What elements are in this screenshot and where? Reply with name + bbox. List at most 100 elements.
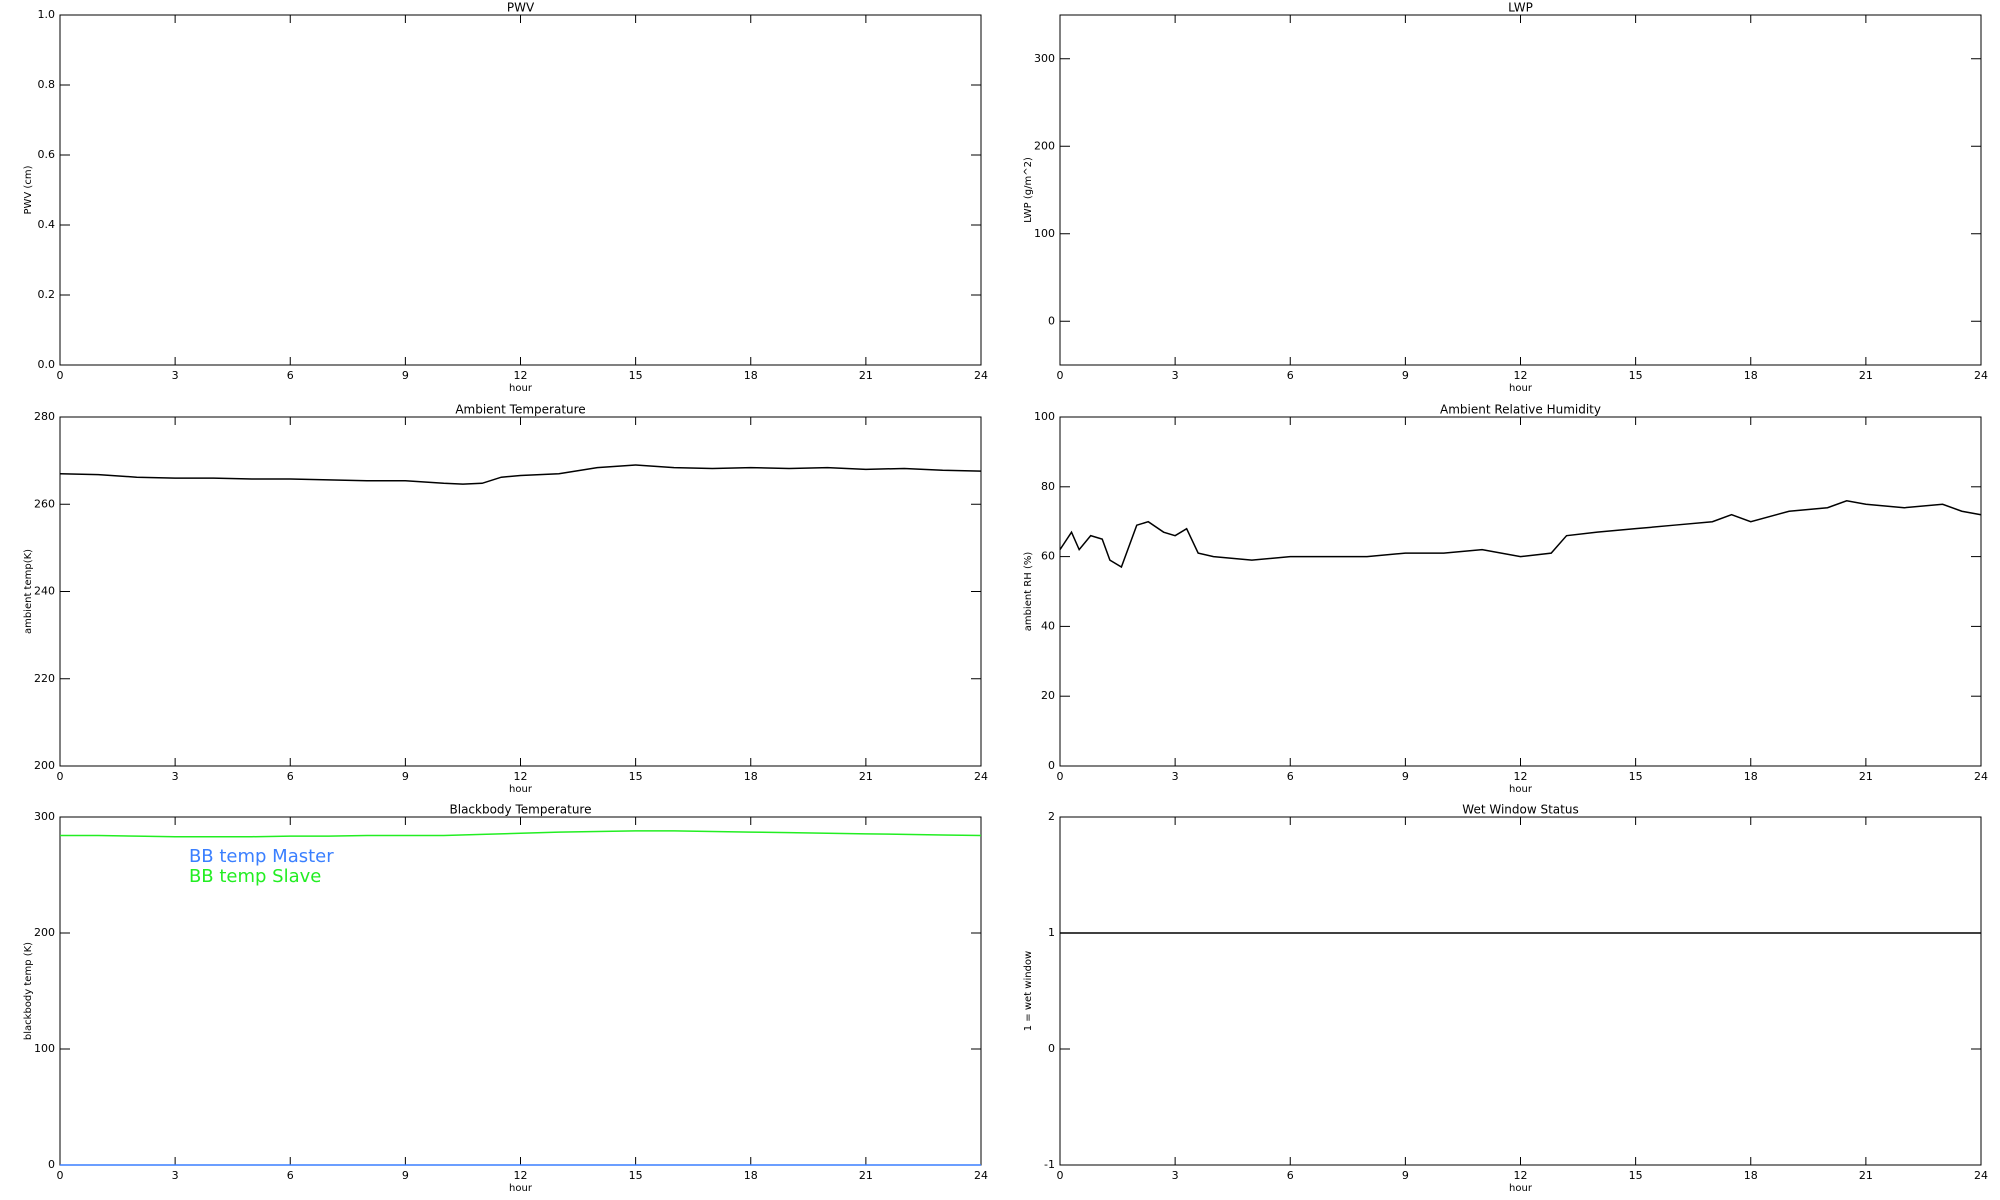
x-tick-label: 3: [1172, 369, 1179, 382]
x-axis-label: hour: [1509, 383, 1533, 394]
x-axis-label: hour: [509, 1183, 533, 1194]
x-tick-label: 12: [514, 369, 528, 382]
x-tick-label: 15: [1629, 770, 1643, 783]
y-tick-label: 40: [1041, 619, 1055, 632]
x-tick-label: 9: [1402, 369, 1409, 382]
chart-title: Ambient Relative Humidity: [1440, 403, 1601, 417]
y-tick-label: 20: [1041, 689, 1055, 702]
chart-title: PWV: [507, 1, 535, 15]
y-tick-label: 280: [34, 410, 55, 423]
x-tick-label: 15: [1629, 1169, 1643, 1182]
x-tick-label: 18: [1744, 770, 1758, 783]
data-line: [59, 464, 982, 485]
x-tick-label: 15: [629, 369, 643, 382]
y-tick-label: 100: [1034, 227, 1055, 240]
x-tick-label: 21: [859, 369, 873, 382]
y-tick-label: 200: [34, 926, 55, 939]
x-tick-label: 0: [1057, 1169, 1064, 1182]
x-tick-label: 6: [287, 770, 294, 783]
x-tick-label: 12: [1514, 770, 1528, 783]
plot-frame: [1059, 416, 1982, 767]
x-axis-label: hour: [1509, 784, 1533, 795]
y-axis-label: LWP (g/m^2): [1023, 157, 1034, 223]
chart-title: Blackbody Temperature: [450, 803, 592, 817]
y-tick-label: 0.0: [38, 358, 56, 371]
x-tick-label: 3: [172, 369, 179, 382]
x-axis-label: hour: [509, 784, 533, 795]
x-tick-label: 6: [1287, 770, 1294, 783]
x-tick-label: 6: [1287, 1169, 1294, 1182]
chart-title: LWP: [1508, 1, 1533, 15]
x-tick-label: 9: [1402, 1169, 1409, 1182]
plot-frame: [1059, 14, 1982, 366]
y-axis-label: ambient temp(K): [23, 549, 34, 634]
x-tick-label: 15: [1629, 369, 1643, 382]
plot-frame: [59, 416, 982, 767]
y-tick-label: 80: [1041, 480, 1055, 493]
plot-frame: [59, 14, 982, 366]
y-tick-label: 0.2: [38, 288, 56, 301]
x-tick-label: 21: [859, 770, 873, 783]
y-tick-label: 260: [34, 497, 55, 510]
x-tick-label: 0: [57, 369, 64, 382]
x-tick-label: 0: [57, 770, 64, 783]
x-tick-label: 12: [1514, 1169, 1528, 1182]
legend-entry: BB temp Slave: [189, 866, 321, 887]
x-tick-label: 21: [1859, 369, 1873, 382]
x-tick-label: 21: [859, 1169, 873, 1182]
y-tick-label: 0.6: [38, 148, 56, 161]
x-tick-label: 21: [1859, 770, 1873, 783]
x-tick-label: 3: [172, 1169, 179, 1182]
y-tick-label: 240: [34, 585, 55, 598]
x-tick-label: 24: [1974, 1169, 1988, 1182]
x-tick-label: 9: [402, 770, 409, 783]
x-tick-label: 15: [629, 1169, 643, 1182]
x-tick-label: 0: [1057, 770, 1064, 783]
x-tick-label: 12: [514, 770, 528, 783]
x-tick-label: 0: [1057, 369, 1064, 382]
y-tick-label: 100: [1034, 410, 1055, 423]
x-tick-label: 12: [514, 1169, 528, 1182]
x-tick-label: 18: [744, 1169, 758, 1182]
data-line: [60, 830, 982, 838]
y-tick-label: 100: [34, 1042, 55, 1055]
y-axis-label: ambient RH (%): [1023, 552, 1034, 632]
y-tick-label: 1: [1048, 926, 1055, 939]
y-axis-label: 1 = wet window: [1023, 951, 1034, 1031]
y-tick-label: -1: [1044, 1158, 1055, 1171]
plot-frame: [1059, 816, 1982, 1166]
y-tick-label: 0: [1048, 759, 1055, 772]
x-tick-label: 24: [974, 369, 988, 382]
x-tick-label: 9: [1402, 770, 1409, 783]
x-tick-label: 12: [1514, 369, 1528, 382]
x-tick-label: 18: [744, 369, 758, 382]
y-tick-label: 2: [1048, 810, 1055, 823]
x-axis-label: hour: [509, 383, 533, 394]
x-tick-label: 24: [974, 1169, 988, 1182]
x-tick-label: 24: [974, 770, 988, 783]
x-tick-label: 3: [1172, 770, 1179, 783]
x-tick-label: 6: [1287, 369, 1294, 382]
x-tick-label: 3: [172, 770, 179, 783]
legend-entry: BB temp Master: [189, 846, 334, 867]
x-tick-label: 3: [1172, 1169, 1179, 1182]
x-tick-label: 18: [1744, 369, 1758, 382]
x-tick-label: 9: [402, 369, 409, 382]
y-tick-label: 300: [1034, 52, 1055, 65]
y-tick-label: 0: [48, 1158, 55, 1171]
x-tick-label: 21: [1859, 1169, 1873, 1182]
y-tick-label: 0: [1048, 1042, 1055, 1055]
x-axis-label: hour: [1509, 1183, 1533, 1194]
x-tick-label: 18: [744, 770, 758, 783]
x-tick-label: 24: [1974, 770, 1988, 783]
x-tick-label: 15: [629, 770, 643, 783]
x-tick-label: 18: [1744, 1169, 1758, 1182]
y-tick-label: 60: [1041, 550, 1055, 563]
y-axis-label: blackbody temp (K): [23, 942, 34, 1040]
y-tick-label: 1.0: [38, 8, 56, 21]
x-tick-label: 24: [1974, 369, 1988, 382]
x-tick-label: 6: [287, 369, 294, 382]
x-tick-label: 0: [57, 1169, 64, 1182]
